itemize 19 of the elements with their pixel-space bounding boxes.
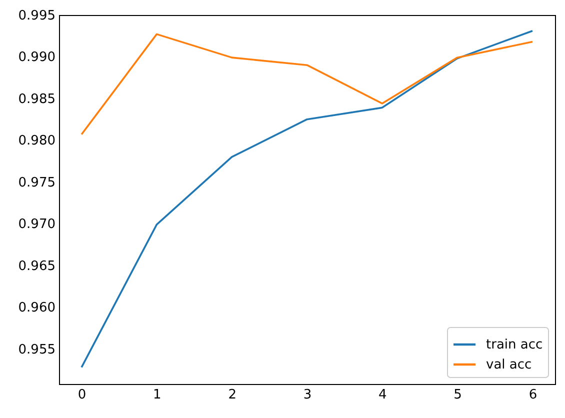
x-tick-label: 3 — [303, 388, 312, 402]
legend-label: train acc — [486, 338, 543, 352]
y-tick-label: 0.985 — [18, 92, 56, 107]
x-tick-label: 5 — [454, 388, 462, 402]
x-tick-label: 2 — [228, 388, 236, 402]
y-tick-label: 0.960 — [18, 300, 56, 316]
y-tick-label: 0.965 — [18, 258, 56, 274]
line-series — [80, 33, 534, 136]
y-tick-label: 0.955 — [18, 342, 56, 358]
x-tick-label: 6 — [528, 388, 538, 402]
x-tick-label: 1 — [153, 388, 162, 402]
legend-label: val acc — [486, 358, 532, 372]
y-tick-label: 0.970 — [18, 217, 56, 232]
x-tick-label: 4 — [378, 388, 387, 402]
y-tick-label: 0.975 — [18, 175, 56, 190]
x-tick-label: 0 — [78, 388, 86, 402]
y-tick-label: 0.995 — [18, 8, 56, 24]
y-tick-label: 0.980 — [18, 134, 56, 149]
y-tick-label: 0.990 — [18, 50, 56, 66]
